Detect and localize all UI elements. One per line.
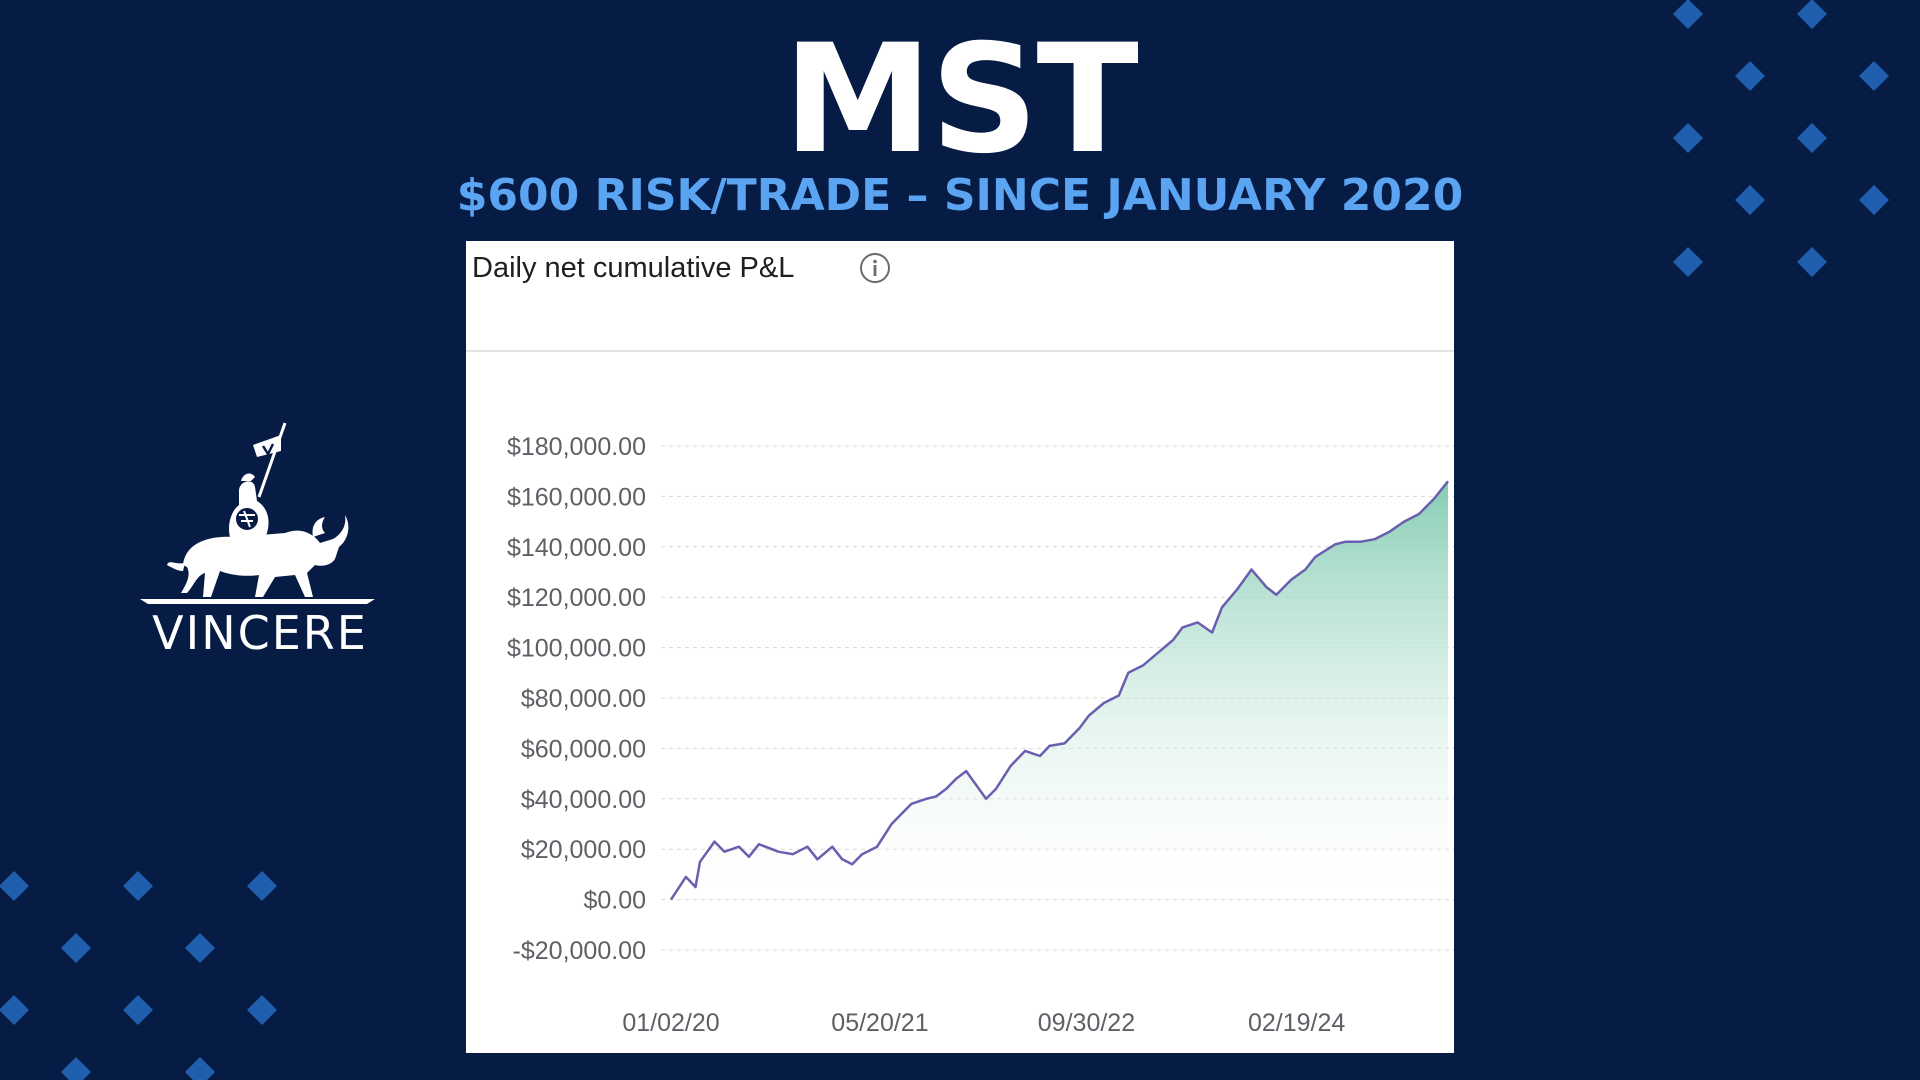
diamond-shape [1673,123,1703,153]
diamond-shape [1797,247,1827,277]
slide-subtitle: $600 RISK/TRADE – SINCE JANUARY 2020 [456,170,1464,221]
x-tick-label: 02/19/24 [1248,1009,1345,1037]
cumulative-pnl-chart: $180,000.00 $160,000.00 $140,000.00 $120,00… [507,433,1454,1037]
y-tick-label: $100,000.00 [507,635,646,663]
x-tick-label: 01/02/20 [622,1009,719,1037]
y-tick-label: $180,000.00 [507,433,646,461]
diamond-shape [1735,185,1765,215]
series-line [669,480,1449,901]
y-tick-label: $0.00 [583,887,646,915]
diamond-shape [1797,123,1827,153]
chart-panel: $180,000.00 $160,000.00 $140,000.00 $120,00… [466,241,1454,1053]
diamond-shape [247,871,277,901]
diamond-shape [185,1057,215,1080]
panel-divider [466,350,1454,352]
diamond-shape [0,871,29,901]
diamond-shape [1673,0,1703,29]
diamond-shape [1673,247,1703,277]
diamond-shape [1859,61,1889,91]
info-icon[interactable] [858,251,892,285]
y-tick-label: $80,000.00 [521,685,646,713]
y-tick-label: $20,000.00 [521,836,646,864]
series-area [671,481,1448,900]
diamond-shape [123,995,153,1025]
diamond-shape [1735,61,1765,91]
diamond-shape [247,995,277,1025]
diamond-shape [1797,0,1827,29]
y-tick-label: $120,000.00 [507,584,646,612]
diamond-shape [123,871,153,901]
knight-on-bull-icon [140,422,375,604]
x-tick-label: 09/30/22 [1038,1009,1135,1037]
y-tick-label: -$20,000.00 [513,937,646,965]
diamond-shape [61,933,91,963]
chart-title: Daily net cumulative P&L [472,252,795,284]
y-tick-label: $160,000.00 [507,483,646,511]
logo-wordmark: VINCERE [152,606,368,660]
y-tick-label: $60,000.00 [521,735,646,763]
diamond-shape [1859,185,1889,215]
y-tick-label: $140,000.00 [507,534,646,562]
slide-title: MST [783,13,1139,187]
diamond-shape [0,995,29,1025]
diamond-shape [61,1057,91,1080]
x-tick-label: 05/20/21 [831,1009,928,1037]
diamond-shape [185,933,215,963]
y-tick-label: $40,000.00 [521,786,646,814]
